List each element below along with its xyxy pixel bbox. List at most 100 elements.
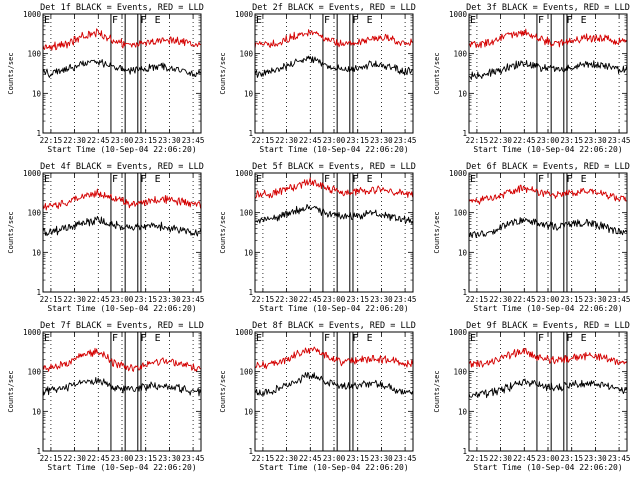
plot-frame xyxy=(42,331,202,452)
time-marker-label: F xyxy=(112,333,118,344)
y-axis-label: Counts/sec xyxy=(7,52,15,94)
plot-frame xyxy=(42,172,202,293)
x-tick-label: 23:15 xyxy=(134,454,157,463)
y-tick-label: 10 xyxy=(32,407,42,416)
series-lld xyxy=(255,29,413,49)
x-tick-label: 23:00 xyxy=(537,136,560,145)
time-marker-label: F xyxy=(140,15,146,26)
y-axis-label: Counts/sec xyxy=(219,211,227,253)
x-axis-label: Start Time (10-Sep-04 22:06:20) xyxy=(47,145,196,154)
y-tick-label: 10 xyxy=(244,89,254,98)
x-tick-label: 23:30 xyxy=(370,136,393,145)
time-marker-label: E xyxy=(367,15,373,26)
time-marker-label: F xyxy=(566,15,572,26)
x-axis-label: Start Time (10-Sep-04 22:06:20) xyxy=(473,463,622,472)
panel-title: Det 6f BLACK = Events, RED = LLD xyxy=(466,162,630,172)
x-tick-label: 23:15 xyxy=(346,295,369,304)
y-tick-label: 10 xyxy=(244,407,254,416)
x-tick-label: 23:45 xyxy=(182,136,205,145)
x-axis-label: Start Time (10-Sep-04 22:06:20) xyxy=(47,463,196,472)
series-lld xyxy=(255,346,413,370)
y-tick-label: 1 xyxy=(462,447,467,456)
time-marker-label: F xyxy=(566,333,572,344)
y-tick-label: 100 xyxy=(239,368,253,377)
x-tick-label: 23:45 xyxy=(608,454,631,463)
x-tick-label: 23:45 xyxy=(608,295,631,304)
x-tick-label: 23:45 xyxy=(394,136,417,145)
x-tick-label: 22:15 xyxy=(252,454,275,463)
x-tick-label: 23:45 xyxy=(394,295,417,304)
x-tick-label: 22:30 xyxy=(63,295,86,304)
time-marker-label: F xyxy=(140,174,146,185)
y-tick-label: 1000 xyxy=(23,328,42,337)
x-tick-label: 22:30 xyxy=(63,136,86,145)
y-tick-label: 100 xyxy=(239,209,253,218)
time-marker-label: E xyxy=(155,333,161,344)
plot-frame xyxy=(468,331,628,452)
y-tick-label: 100 xyxy=(27,50,41,59)
x-axis-label: Start Time (10-Sep-04 22:06:20) xyxy=(259,304,408,313)
y-tick-label: 100 xyxy=(27,368,41,377)
y-tick-label: 1 xyxy=(248,129,253,138)
y-tick-label: 10 xyxy=(458,248,468,257)
time-marker-label: E xyxy=(470,174,476,185)
time-marker-label: E xyxy=(367,174,373,185)
x-tick-label: 23:00 xyxy=(111,295,134,304)
series-lld xyxy=(43,28,201,51)
y-axis-label: Counts/sec xyxy=(7,370,15,412)
x-tick-label: 22:45 xyxy=(299,136,322,145)
panel-title: Det 3f BLACK = Events, RED = LLD xyxy=(466,3,630,13)
y-tick-label: 1000 xyxy=(235,169,254,178)
y-axis-label: Counts/sec xyxy=(219,370,227,412)
x-tick-label: 22:30 xyxy=(489,136,512,145)
x-tick-label: 22:30 xyxy=(489,454,512,463)
x-tick-label: 22:15 xyxy=(466,136,489,145)
x-tick-label: 23:00 xyxy=(111,454,134,463)
x-tick-label: 22:45 xyxy=(87,454,110,463)
panel-title: Det 4f BLACK = Events, RED = LLD xyxy=(40,162,204,172)
x-tick-label: 23:45 xyxy=(182,295,205,304)
plot-frame xyxy=(468,172,628,293)
y-tick-label: 1000 xyxy=(449,328,468,337)
plot-frame xyxy=(254,331,414,452)
x-axis-label: Start Time (10-Sep-04 22:06:20) xyxy=(47,304,196,313)
series-lld xyxy=(43,347,201,372)
x-tick-label: 23:15 xyxy=(560,454,583,463)
time-marker-label: F xyxy=(352,174,358,185)
time-marker-label: E xyxy=(256,174,262,185)
time-marker-label: E xyxy=(581,15,587,26)
plot-frame xyxy=(468,13,628,134)
x-tick-label: 22:45 xyxy=(299,295,322,304)
y-tick-label: 1 xyxy=(248,288,253,297)
y-tick-label: 1 xyxy=(248,447,253,456)
panel-title: Det 7f BLACK = Events, RED = LLD xyxy=(40,321,204,331)
panel-det-3: Det 3f BLACK = Events, RED = LLD 22:15 22:… xyxy=(433,3,630,154)
x-tick-label: 23:15 xyxy=(560,295,583,304)
x-tick-label: 23:15 xyxy=(560,136,583,145)
y-axis-label: Counts/sec xyxy=(433,211,441,253)
time-marker-label: E xyxy=(470,333,476,344)
x-tick-label: 22:30 xyxy=(275,454,298,463)
y-tick-label: 1000 xyxy=(235,10,254,19)
time-marker-label: E xyxy=(44,174,50,185)
y-tick-label: 100 xyxy=(239,50,253,59)
x-tick-label: 23:30 xyxy=(584,454,607,463)
time-marker-label: E xyxy=(155,174,161,185)
x-tick-label: 23:45 xyxy=(608,136,631,145)
x-axis-label: Start Time (10-Sep-04 22:06:20) xyxy=(473,145,622,154)
y-tick-label: 10 xyxy=(244,248,254,257)
x-tick-label: 23:30 xyxy=(158,136,181,145)
y-tick-label: 10 xyxy=(32,248,42,257)
series-events xyxy=(469,378,627,399)
y-tick-label: 100 xyxy=(453,50,467,59)
y-axis-label: Counts/sec xyxy=(433,370,441,412)
x-tick-label: 23:00 xyxy=(537,454,560,463)
series-events xyxy=(469,60,627,80)
x-tick-label: 23:30 xyxy=(158,454,181,463)
